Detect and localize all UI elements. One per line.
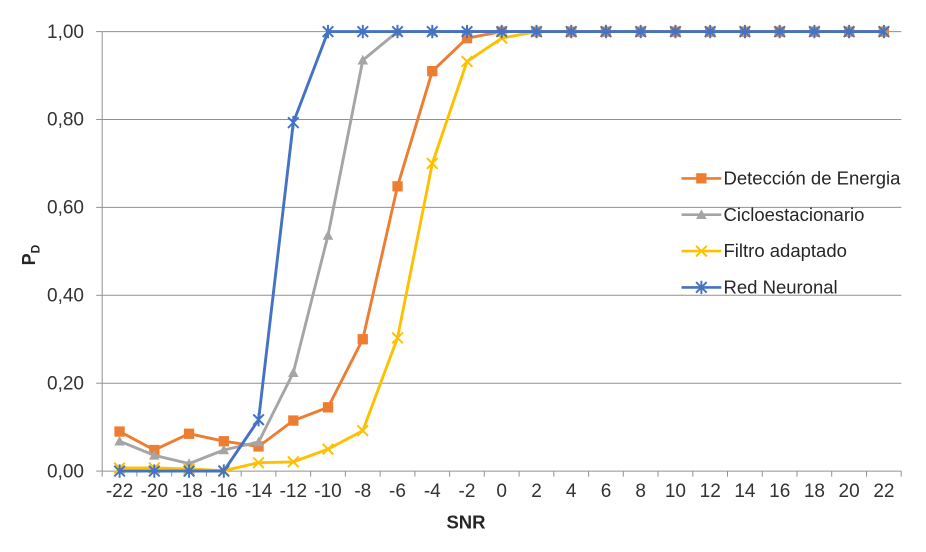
svg-text:SNR: SNR <box>446 512 485 533</box>
svg-text:0,80: 0,80 <box>47 110 84 131</box>
svg-text:16: 16 <box>769 481 790 502</box>
svg-text:Cicloestacionario: Cicloestacionario <box>724 204 865 225</box>
svg-text:-18: -18 <box>175 481 202 502</box>
svg-text:0,60: 0,60 <box>47 198 84 219</box>
svg-text:1,00: 1,00 <box>47 22 84 43</box>
svg-text:18: 18 <box>804 481 825 502</box>
svg-text:10: 10 <box>665 481 686 502</box>
svg-text:22: 22 <box>873 481 894 502</box>
svg-text:-8: -8 <box>354 481 371 502</box>
svg-text:Detección de Energia: Detección de Energia <box>724 168 902 189</box>
svg-text:0,20: 0,20 <box>47 373 84 394</box>
svg-text:-6: -6 <box>389 481 406 502</box>
svg-text:0,00: 0,00 <box>47 461 84 482</box>
svg-text:0: 0 <box>496 481 507 502</box>
svg-text:14: 14 <box>734 481 756 502</box>
svg-text:4: 4 <box>566 481 577 502</box>
svg-text:8: 8 <box>635 481 646 502</box>
svg-text:-4: -4 <box>424 481 441 502</box>
svg-text:0,40: 0,40 <box>47 286 84 307</box>
svg-text:2: 2 <box>531 481 542 502</box>
svg-text:-16: -16 <box>210 481 237 502</box>
svg-text:-22: -22 <box>106 481 133 502</box>
svg-text:-10: -10 <box>314 481 341 502</box>
svg-text:-2: -2 <box>459 481 476 502</box>
svg-text:-12: -12 <box>280 481 307 502</box>
svg-text:-14: -14 <box>245 481 273 502</box>
svg-text:12: 12 <box>700 481 721 502</box>
svg-text:20: 20 <box>839 481 860 502</box>
svg-text:-20: -20 <box>141 481 168 502</box>
svg-text:Filtro adaptado: Filtro adaptado <box>724 240 847 261</box>
svg-text:Red Neuronal: Red Neuronal <box>724 277 838 298</box>
svg-text:6: 6 <box>601 481 612 502</box>
